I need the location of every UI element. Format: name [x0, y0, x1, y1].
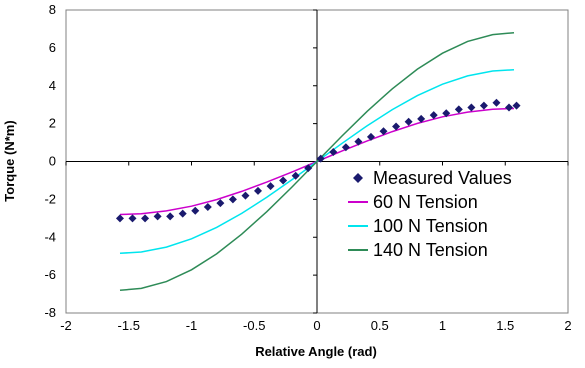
legend-label: 60 N Tension [373, 192, 478, 212]
x-tick-label: -2 [60, 318, 72, 333]
data-point [266, 182, 275, 191]
legend: Measured Values 60 N Tension 100 N Tension… [348, 168, 512, 260]
data-point [304, 164, 313, 173]
data-point [228, 195, 237, 204]
y-tick-label: 6 [49, 40, 56, 55]
data-point [467, 103, 476, 112]
data-point [354, 137, 363, 146]
data-point [279, 176, 288, 185]
data-point [492, 98, 501, 107]
legend-label: Measured Values [373, 168, 512, 188]
x-tick-label: -1 [186, 318, 198, 333]
data-point [316, 154, 325, 163]
data-point [291, 171, 300, 180]
x-tick-labels: -2 -1.5 -1 -0.5 0 0.5 1 1.5 2 [60, 318, 571, 333]
data-point [379, 127, 388, 136]
data-point [191, 206, 200, 215]
y-axis-label: Torque (N*m) [2, 120, 17, 201]
data-point [203, 202, 212, 211]
series-line-3 [119, 31, 515, 292]
data-point [254, 186, 263, 195]
data-point [128, 214, 137, 223]
data-point [442, 109, 451, 118]
data-point [329, 148, 338, 157]
y-tick-label: -6 [44, 267, 56, 282]
y-tick-label: -8 [44, 305, 56, 320]
legend-label: 100 N Tension [373, 216, 488, 236]
data-point [178, 209, 187, 218]
data-point [429, 111, 438, 120]
y-tick-label: 4 [49, 78, 56, 93]
x-axis-label: Relative Angle (rad) [255, 344, 377, 359]
data-point [417, 114, 426, 123]
y-tick-label: 8 [49, 2, 56, 17]
x-tick-label: 0.5 [371, 318, 389, 333]
x-tick-label: -0.5 [243, 318, 265, 333]
x-tick-label: 0 [313, 318, 320, 333]
y-tick-label: -4 [44, 229, 56, 244]
legend-label: 140 N Tension [373, 240, 488, 260]
x-tick-label: 1.5 [496, 318, 514, 333]
y-tick-label: -2 [44, 191, 56, 206]
y-tick-label: 0 [49, 154, 56, 169]
legend-marker [353, 173, 363, 183]
data-point [404, 117, 413, 126]
y-tick-labels: -8 -6 -4 -2 0 2 4 6 8 [44, 2, 56, 320]
data-point [505, 103, 514, 112]
y-tick-label: 2 [49, 116, 56, 131]
series-layer [115, 31, 521, 292]
data-point [153, 212, 162, 221]
data-point [115, 214, 124, 223]
data-point [216, 199, 225, 208]
data-point [166, 212, 175, 221]
data-point [392, 122, 401, 131]
data-point [366, 132, 375, 141]
data-point [341, 143, 350, 152]
data-point [141, 214, 150, 223]
data-point [512, 101, 521, 110]
x-tick-label: 1 [439, 318, 446, 333]
x-tick-label: -1.5 [118, 318, 140, 333]
data-point [241, 191, 250, 200]
data-point [454, 105, 463, 114]
data-point [479, 101, 488, 110]
x-tick-label: 2 [564, 318, 571, 333]
